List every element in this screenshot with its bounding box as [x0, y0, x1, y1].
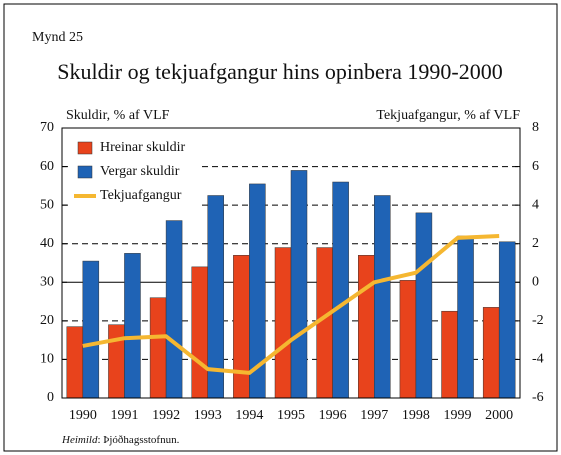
- y2-tick-label: 6: [532, 159, 539, 174]
- legend: Hreinar skuldir Vergar skuldir Tekjuafgang…: [70, 138, 200, 212]
- legend-swatch: [77, 141, 93, 155]
- chart-title: Skuldir og tekjuafgangur hins opinbera 1…: [57, 59, 502, 84]
- x-tick-label: 1997: [360, 408, 388, 423]
- y-tick-label: 10: [40, 352, 54, 367]
- y2-tick-label: 2: [532, 236, 539, 251]
- y2-tick-label: 4: [532, 197, 539, 212]
- bar: [374, 195, 391, 399]
- frame: [3, 3, 558, 452]
- bar: [165, 220, 183, 399]
- bar: [399, 280, 417, 399]
- y-tick-label: 60: [40, 159, 54, 174]
- bar: [82, 260, 100, 399]
- y2-tick-label: -2: [532, 313, 544, 328]
- bar: [233, 255, 250, 399]
- x-tick-label: 1999: [444, 408, 472, 423]
- figure-label: Mynd 25: [32, 30, 83, 45]
- x-tick-label: 1992: [152, 408, 180, 423]
- x-tick-label: 2000: [485, 408, 513, 423]
- bar: [149, 297, 167, 399]
- y2-tick-label: -6: [532, 390, 544, 405]
- y-axis-label: Skuldir, % af VLF: [66, 108, 170, 123]
- y-tick-label: 0: [47, 390, 54, 405]
- y2-tick-label: 8: [532, 120, 539, 135]
- legend-label: Vergar skuldir: [100, 164, 180, 179]
- bar: [290, 170, 308, 399]
- y2-tick-label: -4: [532, 352, 544, 367]
- bar: [66, 326, 84, 399]
- bar: [124, 253, 141, 399]
- bar: [457, 235, 474, 399]
- y2-axis-label: Tekjuafgangur, % af VLF: [376, 108, 520, 123]
- source-text: : Þjóðhagsstofnun.: [97, 434, 179, 446]
- source-label: Heimild: [61, 434, 98, 446]
- x-tick-label: 1994: [235, 408, 263, 423]
- source: Heimild: Þjóðhagsstofnun.: [61, 434, 180, 446]
- legend-swatch: [77, 165, 93, 179]
- x-tick-label: 1995: [277, 408, 305, 423]
- legend-label: Hreinar skuldir: [100, 140, 185, 155]
- y-tick-label: 70: [40, 120, 54, 135]
- y-tick-label: 30: [40, 275, 54, 290]
- bar: [482, 307, 500, 399]
- y-tick-label: 40: [40, 236, 54, 251]
- x-tick-label: 1993: [194, 408, 222, 423]
- bar: [358, 255, 375, 399]
- x-tick-label: 1998: [402, 408, 430, 423]
- y2-tick-label: 0: [532, 275, 539, 290]
- plot-frame: [61, 127, 521, 399]
- bar: [441, 310, 458, 399]
- bar: [274, 247, 292, 399]
- bar: [332, 181, 349, 399]
- x-tick-label: 1996: [319, 408, 347, 423]
- y-tick-label: 20: [40, 313, 54, 328]
- x-tick-label: 1990: [69, 408, 97, 423]
- bar: [498, 241, 516, 399]
- bar: [415, 212, 433, 399]
- bar: [191, 266, 208, 399]
- bar: [108, 324, 125, 399]
- x-tick-label: 1991: [110, 408, 138, 423]
- y-tick-label: 50: [40, 197, 54, 212]
- line: [82, 234, 500, 375]
- legend-label: Tekjuafgangur: [100, 188, 182, 203]
